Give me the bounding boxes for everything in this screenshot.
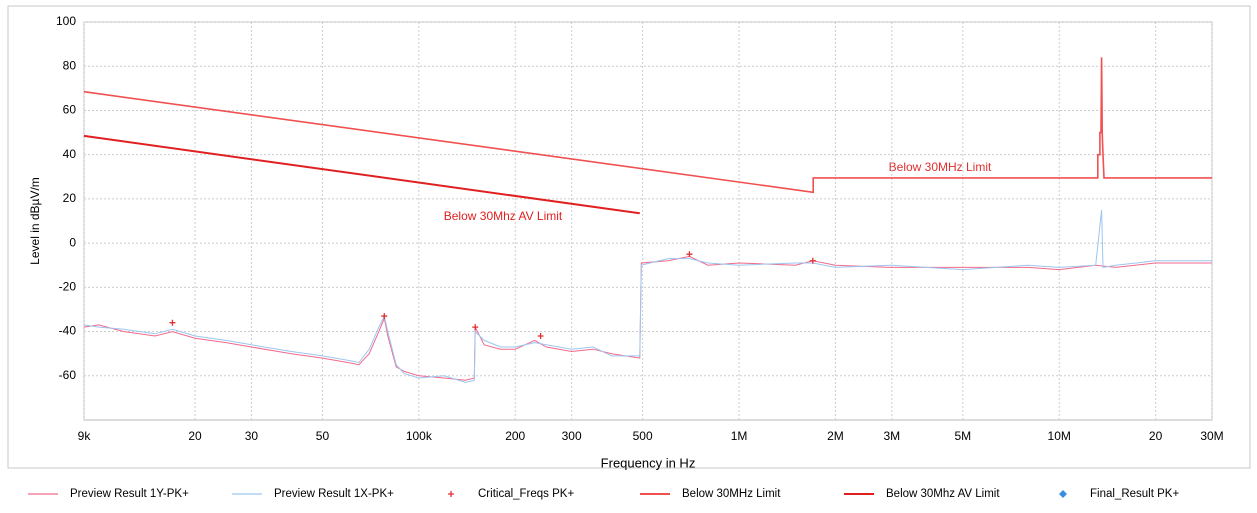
x-tick-label: 9k: [78, 429, 92, 443]
series-line: [83, 209, 1212, 383]
x-tick-label: 20: [1149, 429, 1163, 443]
x-tick-label: 30: [245, 429, 259, 443]
x-tick-label: 300: [562, 429, 582, 443]
y-tick-label: 40: [63, 147, 77, 161]
y-tick-label: 0: [69, 235, 76, 249]
y-tick-label: -40: [59, 324, 77, 338]
legend-label: Below 30Mhz AV Limit: [886, 488, 1000, 500]
series-line: [83, 134, 640, 215]
marker: [809, 257, 816, 264]
x-tick-label: 2M: [827, 429, 844, 443]
x-tick-label: 30M: [1200, 429, 1223, 443]
frame: [7, 5, 1251, 469]
x-tick-label: 10M: [1048, 429, 1071, 443]
annotation: Below 30MHz Limit: [889, 160, 992, 174]
annotation: Below 30Mhz AV Limit: [444, 209, 563, 223]
y-tick-label: -60: [59, 368, 77, 382]
marker: [686, 251, 693, 258]
marker: [537, 332, 544, 339]
y-tick-label: 80: [63, 58, 77, 72]
y-tick-label: -20: [59, 280, 77, 294]
plot-area: [83, 21, 1213, 421]
y-axis-label: Level in dBµV/m: [28, 177, 42, 265]
x-axis-label: Frequency in Hz: [601, 455, 696, 470]
marker: [169, 319, 176, 326]
legend-label: Preview Result 1Y-PK+: [70, 488, 189, 500]
x-tick-label: 3M: [883, 429, 900, 443]
legend-label: Preview Result 1X-PK+: [274, 488, 394, 500]
x-tick-label: 5M: [955, 429, 972, 443]
marker: [381, 313, 388, 320]
series-line: [83, 255, 1212, 381]
legend-label: Final_Result PK+: [1090, 488, 1179, 500]
y-tick-label: 20: [63, 191, 77, 205]
legend-label: Critical_Freqs PK+: [478, 488, 574, 500]
legend-label: Below 30MHz Limit: [682, 488, 781, 500]
legend-swatch: [448, 491, 454, 497]
y-tick-label: 100: [56, 14, 76, 28]
y-tick-label: 60: [63, 103, 77, 117]
x-tick-label: 20: [188, 429, 202, 443]
legend-swatch: [1059, 490, 1067, 498]
x-tick-label: 50: [316, 429, 330, 443]
series-line: [83, 57, 1212, 194]
x-tick-label: 200: [505, 429, 525, 443]
x-tick-label: 500: [633, 429, 653, 443]
x-tick-label: 1M: [731, 429, 748, 443]
x-tick-label: 100k: [406, 429, 433, 443]
marker: [472, 324, 479, 331]
